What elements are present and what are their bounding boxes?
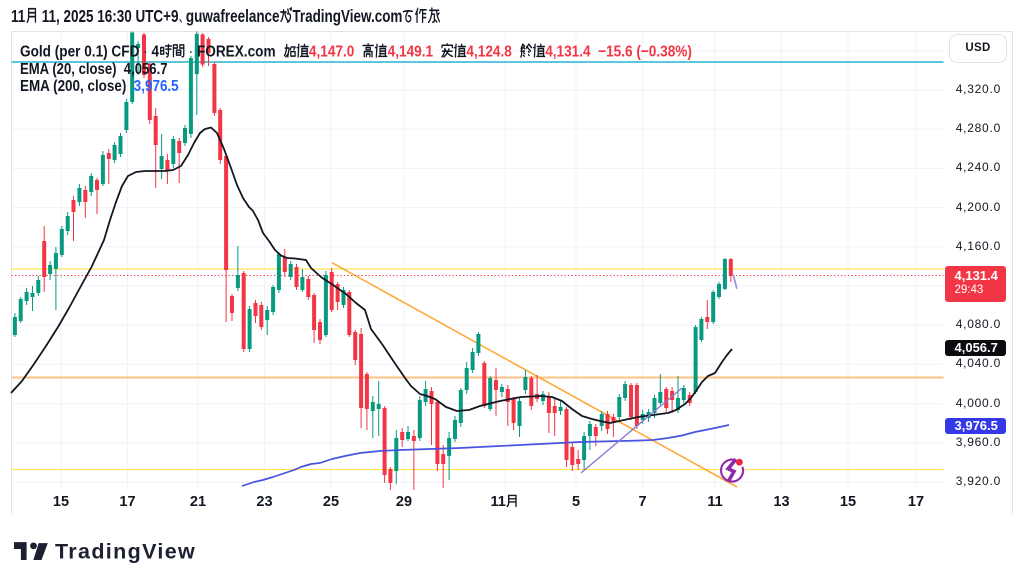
svg-text:TradingView: TradingView	[55, 540, 196, 564]
